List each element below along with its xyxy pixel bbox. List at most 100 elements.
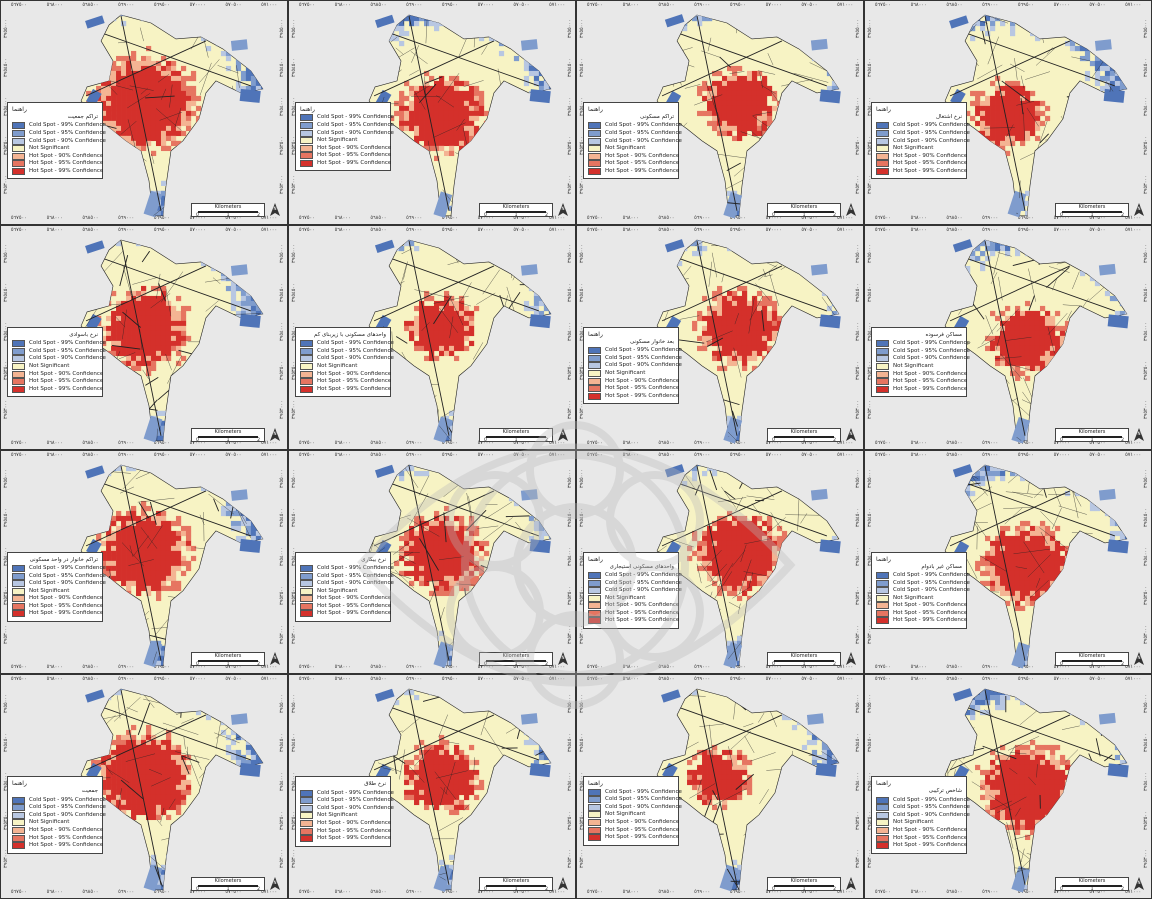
hotspot-block xyxy=(230,300,237,306)
hotspot-block xyxy=(394,215,400,216)
hotspot-block xyxy=(741,115,748,122)
hotspot-block xyxy=(1084,14,1091,17)
hotspot-block xyxy=(429,95,435,102)
hotspot-block xyxy=(136,440,142,441)
hotspot-block xyxy=(712,95,718,102)
hotspot-block xyxy=(260,260,263,266)
axis-ticks-top: ٥٦٧٥٠٠ ٥٦٨٠٠٠ ٥٦٨٥٠٠ ٥٦٩٠٠٠ ٥٦٩٥٠٠ ٥٧٠٠٠٠ ٥٧٠٥… xyxy=(1,2,287,10)
hotspot-block xyxy=(438,345,445,351)
hotspot-block xyxy=(126,100,132,107)
hotspot-block xyxy=(165,320,172,326)
hotspot-block xyxy=(170,435,177,441)
hotspot-block xyxy=(975,20,981,27)
hotspot-block xyxy=(81,420,82,426)
hotspot-block xyxy=(106,140,112,147)
hotspot-block xyxy=(463,130,470,137)
hotspot-block xyxy=(250,390,257,396)
hotspot-block xyxy=(1005,110,1011,117)
hotspot-block xyxy=(707,190,713,196)
hotspot-block xyxy=(245,30,252,37)
legend-item: Hot Spot - 99% Confidence xyxy=(300,159,391,168)
hotspot-block xyxy=(215,160,222,167)
hotspot-block xyxy=(726,115,733,122)
street-line xyxy=(793,73,829,83)
hotspot-block xyxy=(518,50,525,57)
hotspot-block xyxy=(463,330,470,336)
hotspot-block xyxy=(1124,125,1127,132)
hotspot-block xyxy=(548,140,551,147)
hotspot-block xyxy=(538,360,545,366)
hotspot-block xyxy=(1034,195,1041,201)
hotspot-block xyxy=(1099,165,1106,172)
hotspot-block xyxy=(448,320,455,326)
hotspot-block xyxy=(404,120,410,127)
legend-label: Cold Spot - 90% Confidence xyxy=(29,137,106,144)
tick-label: ٥٧٠٠٠٠ xyxy=(477,2,494,8)
hotspot-block xyxy=(225,355,232,361)
street-line xyxy=(232,313,261,315)
cold-spot-block xyxy=(143,190,163,218)
hotspot-block xyxy=(399,205,405,211)
arterial-road xyxy=(949,40,1071,97)
hotspot-block xyxy=(1094,55,1101,62)
hotspot-block xyxy=(190,110,197,117)
hotspot-block xyxy=(443,15,450,22)
hotspot-block xyxy=(235,25,242,32)
hotspot-block xyxy=(424,70,430,77)
hotspot-block xyxy=(543,14,550,17)
hotspot-block xyxy=(453,15,460,22)
hotspot-block xyxy=(975,215,981,216)
hotspot-block xyxy=(111,125,117,132)
hotspot-block xyxy=(453,130,460,137)
street-line xyxy=(94,438,108,441)
hotspot-block xyxy=(498,260,505,266)
hotspot-block xyxy=(756,80,763,87)
hotspot-block xyxy=(230,190,237,196)
hotspot-block xyxy=(250,195,257,201)
hotspot-block xyxy=(1124,95,1127,102)
hotspot-block xyxy=(180,20,187,27)
hotspot-block xyxy=(250,45,257,52)
hotspot-block xyxy=(419,335,425,341)
hotspot-block xyxy=(96,435,102,441)
hotspot-block xyxy=(801,35,808,42)
hotspot-block xyxy=(707,120,713,127)
hotspot-block xyxy=(116,120,122,127)
hotspot-block xyxy=(220,250,227,256)
hotspot-block xyxy=(136,350,142,356)
hotspot-block xyxy=(657,20,658,27)
hotspot-block xyxy=(180,190,187,196)
hotspot-block xyxy=(543,270,550,276)
hotspot-block xyxy=(180,310,187,316)
hotspot-block xyxy=(121,435,127,441)
hotspot-block xyxy=(746,70,753,77)
hotspot-block xyxy=(726,110,733,117)
hotspot-block xyxy=(424,130,430,137)
hotspot-block xyxy=(985,110,991,117)
hotspot-block xyxy=(429,335,435,341)
scale-bar: Kilometers 0 1 2 xyxy=(191,427,265,443)
hotspot-block xyxy=(170,340,177,346)
hotspot-block xyxy=(106,15,112,22)
street-line xyxy=(809,62,828,72)
hotspot-block xyxy=(528,255,535,261)
hotspot-block xyxy=(1099,60,1106,67)
hotspot-block xyxy=(230,160,237,167)
tick-label: ٥٦٨٠٠٠ xyxy=(622,214,639,221)
hotspot-block xyxy=(160,310,167,316)
hotspot-block xyxy=(712,215,718,216)
hotspot-block xyxy=(369,55,375,62)
hotspot-block xyxy=(175,340,182,346)
hotspot-block xyxy=(1114,20,1121,27)
hotspot-block xyxy=(424,85,430,92)
hotspot-block xyxy=(240,345,247,351)
hotspot-block xyxy=(404,115,410,122)
hotspot-block xyxy=(518,30,525,37)
hotspot-block xyxy=(141,145,147,152)
hotspot-block xyxy=(175,75,182,82)
map-panel: ٥٦٧٥٠٠ ٥٦٨٠٠٠ ٥٦٨٥٠٠ ٥٦٩٠٠٠ ٥٦٩٥٠٠ ٥٧٠٠٠٠ ٥٧٠٥… xyxy=(576,0,864,225)
hotspot-block xyxy=(424,80,430,87)
hotspot-block xyxy=(170,60,177,67)
hotspot-block xyxy=(240,350,247,356)
hotspot-block xyxy=(240,325,247,331)
